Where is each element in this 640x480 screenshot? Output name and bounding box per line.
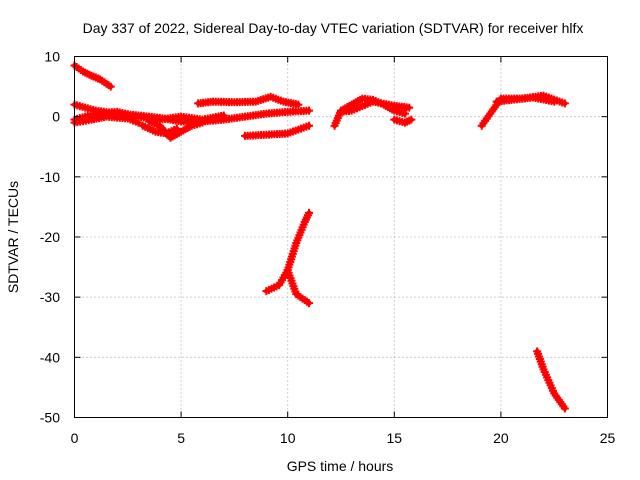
data-point-marker bbox=[219, 111, 228, 120]
x-tick-label: 25 bbox=[600, 430, 616, 446]
axis-ticks: 0 5 10 15 20 25 -50 -40 -30 -20 -10 0 10 bbox=[40, 49, 616, 447]
data-point-marker bbox=[106, 82, 115, 91]
y-tick-label: 0 bbox=[52, 109, 60, 125]
series-arc-13 bbox=[283, 208, 314, 275]
y-tick-label: -20 bbox=[40, 229, 60, 245]
x-tick-label: 15 bbox=[387, 430, 403, 446]
series-arc-16 bbox=[533, 347, 569, 413]
x-tick-label: 5 bbox=[177, 430, 185, 446]
data-point-marker bbox=[305, 208, 314, 217]
y-tick-label: -10 bbox=[40, 169, 60, 185]
data-point-marker bbox=[405, 103, 414, 112]
y-tick-label: -30 bbox=[40, 289, 60, 305]
series-arc-4 bbox=[70, 112, 143, 127]
data-point-marker bbox=[560, 404, 569, 413]
series-arc-15 bbox=[492, 93, 559, 106]
data-series bbox=[70, 61, 569, 413]
data-point-marker bbox=[560, 99, 569, 108]
series-arc-6 bbox=[138, 121, 181, 138]
data-point-marker bbox=[305, 121, 314, 130]
x-axis-label: GPS time / hours bbox=[287, 458, 394, 474]
y-axis-label: SDTVAR / TECUs bbox=[5, 181, 21, 293]
data-point-marker bbox=[305, 106, 314, 115]
series-arc-7 bbox=[194, 92, 303, 109]
y-tick-label: -40 bbox=[40, 349, 60, 365]
series-arc-1 bbox=[70, 61, 115, 91]
data-point-marker bbox=[172, 124, 181, 133]
data-point-marker bbox=[305, 299, 314, 308]
x-tick-label: 20 bbox=[493, 430, 509, 446]
series-arc-8 bbox=[241, 121, 314, 140]
x-tick-label: 0 bbox=[71, 430, 79, 446]
series-arc-11 bbox=[390, 115, 416, 127]
data-point-marker bbox=[407, 115, 416, 124]
y-tick-label: 10 bbox=[44, 49, 60, 65]
data-point-marker bbox=[198, 118, 207, 127]
chart-title: Day 337 of 2022, Sidereal Day-to-day VTE… bbox=[83, 20, 584, 36]
data-point-marker bbox=[294, 100, 303, 109]
series-arc-10 bbox=[337, 97, 414, 116]
data-point-marker bbox=[134, 118, 143, 127]
data-point-marker bbox=[550, 97, 559, 106]
x-tick-label: 10 bbox=[280, 430, 296, 446]
y-tick-label: -50 bbox=[40, 410, 60, 426]
